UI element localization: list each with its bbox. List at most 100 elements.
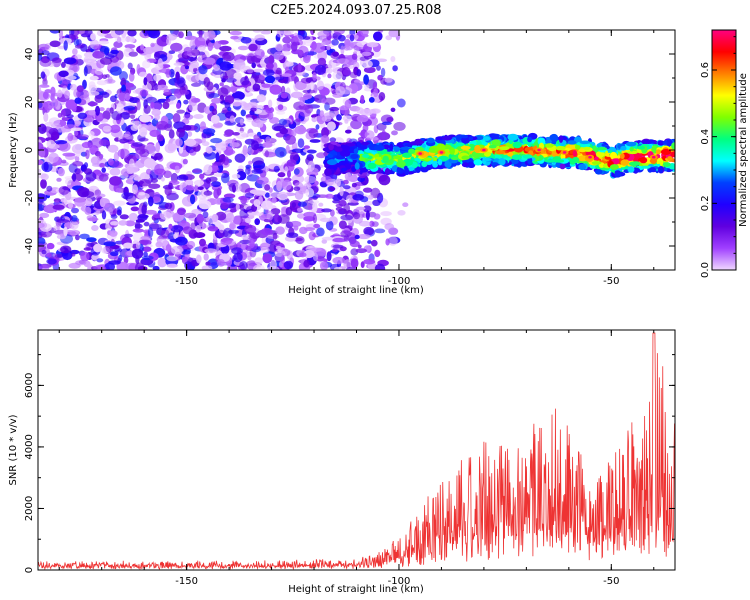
heatmap-cell bbox=[332, 237, 346, 243]
heatmap-cell bbox=[369, 136, 379, 141]
heatmap-cell bbox=[385, 35, 393, 41]
heatmap-cell bbox=[291, 91, 303, 99]
heatmap-cell bbox=[303, 145, 311, 149]
heatmap-cell bbox=[211, 213, 219, 223]
heatmap-cell bbox=[295, 236, 305, 245]
heatmap-cell bbox=[364, 87, 373, 92]
heatmap-cell bbox=[351, 53, 358, 60]
heatmap-cell bbox=[222, 197, 234, 203]
heatmap-cell bbox=[154, 152, 163, 160]
heatmap-cell bbox=[367, 194, 374, 200]
heatmap-cell bbox=[43, 112, 49, 122]
heatmap-cell bbox=[240, 109, 246, 117]
heatmap-cell bbox=[267, 111, 274, 120]
heatmap-cell bbox=[117, 148, 130, 159]
heatmap-cell bbox=[56, 219, 70, 223]
heatmap-cell bbox=[130, 124, 139, 132]
heatmap-cell bbox=[243, 103, 250, 108]
heatmap-cell bbox=[205, 177, 212, 184]
heatmap-cell bbox=[280, 254, 285, 264]
heatmap-cell bbox=[151, 108, 161, 117]
colorbar-gradient bbox=[711, 29, 737, 271]
x-tick-label: -50 bbox=[603, 276, 619, 287]
heatmap-cell bbox=[43, 100, 54, 111]
heatmap-cell bbox=[273, 51, 285, 61]
heatmap-cell bbox=[279, 127, 289, 135]
heatmap-cell bbox=[498, 158, 506, 166]
heatmap-cell bbox=[71, 207, 79, 214]
heatmap-cell bbox=[153, 74, 162, 82]
heatmap-cell bbox=[408, 166, 415, 171]
heatmap-cell bbox=[232, 215, 242, 225]
heatmap-cell bbox=[356, 69, 362, 77]
heatmap-cell bbox=[148, 30, 160, 39]
heatmap-cell bbox=[306, 149, 317, 154]
heatmap-cell bbox=[147, 227, 154, 238]
heatmap-cell bbox=[285, 135, 296, 145]
heatmap-cell bbox=[40, 173, 49, 181]
heatmap-cell bbox=[164, 123, 173, 131]
heatmap-cell bbox=[253, 190, 266, 196]
heatmap-cell bbox=[499, 146, 510, 151]
x-tick-label: -150 bbox=[175, 576, 198, 587]
heatmap-cell bbox=[380, 67, 386, 78]
heatmap-cell bbox=[290, 41, 298, 52]
heatmap-cell bbox=[638, 157, 646, 162]
heatmap-cell bbox=[545, 143, 554, 148]
x-tick-label: -150 bbox=[175, 276, 198, 287]
heatmap-cell bbox=[333, 30, 345, 35]
heatmap-cell bbox=[252, 83, 261, 92]
heatmap-cell bbox=[269, 192, 279, 198]
heatmap-cell bbox=[38, 43, 50, 50]
snr-x-axis-label: Height of straight line (km) bbox=[288, 584, 424, 595]
heatmap-cell bbox=[361, 141, 370, 146]
heatmap-cell bbox=[285, 61, 294, 67]
heatmap-cell bbox=[390, 56, 396, 62]
heatmap-cell bbox=[82, 58, 96, 64]
heatmap-cell bbox=[99, 107, 105, 112]
heatmap-cell bbox=[109, 167, 121, 176]
heatmap-cell bbox=[620, 145, 627, 151]
heatmap-cell bbox=[197, 45, 206, 51]
heatmap-cell bbox=[117, 133, 130, 138]
heatmap-cell bbox=[204, 151, 217, 160]
heatmap-cell bbox=[198, 200, 212, 210]
heatmap-cell bbox=[254, 218, 260, 226]
heatmap-cell bbox=[140, 44, 145, 51]
heatmap-cell bbox=[354, 234, 360, 240]
heatmap-cell bbox=[58, 70, 69, 78]
heatmap-cell bbox=[265, 106, 275, 114]
heatmap-cell bbox=[157, 84, 168, 91]
heatmap-cell bbox=[38, 101, 43, 109]
heatmap-cell bbox=[40, 71, 46, 79]
heatmap-cell bbox=[205, 261, 211, 267]
heatmap-cell bbox=[176, 109, 186, 114]
heatmap-cell bbox=[263, 151, 277, 158]
heatmap-cell bbox=[103, 241, 116, 247]
heatmap-cell bbox=[667, 156, 673, 161]
heatmap-cell bbox=[119, 138, 130, 144]
heatmap-cell bbox=[73, 38, 80, 46]
heatmap-cell bbox=[251, 157, 264, 166]
heatmap-cell bbox=[280, 85, 286, 95]
heatmap-cell bbox=[138, 191, 146, 196]
heatmap-cell bbox=[231, 247, 243, 255]
heatmap-cell bbox=[176, 128, 186, 138]
heatmap-cell bbox=[258, 247, 270, 253]
heatmap-cell bbox=[104, 54, 115, 59]
heatmap-cell bbox=[110, 221, 119, 226]
heatmap-cell bbox=[99, 162, 105, 168]
heatmap-cell bbox=[46, 258, 57, 265]
heatmap-cell bbox=[109, 160, 122, 168]
heatmap-cell bbox=[594, 169, 603, 175]
heatmap-cell bbox=[670, 151, 675, 158]
heatmap-cell bbox=[583, 146, 591, 151]
heatmap-cell bbox=[428, 148, 436, 153]
heatmap-cell bbox=[212, 64, 221, 71]
heatmap-cell bbox=[298, 45, 309, 57]
heatmap-cell bbox=[98, 173, 109, 182]
heatmap-cell bbox=[75, 260, 87, 266]
heatmap-cell bbox=[384, 77, 393, 83]
heatmap-cell bbox=[124, 92, 131, 101]
heatmap-cell bbox=[220, 237, 232, 246]
